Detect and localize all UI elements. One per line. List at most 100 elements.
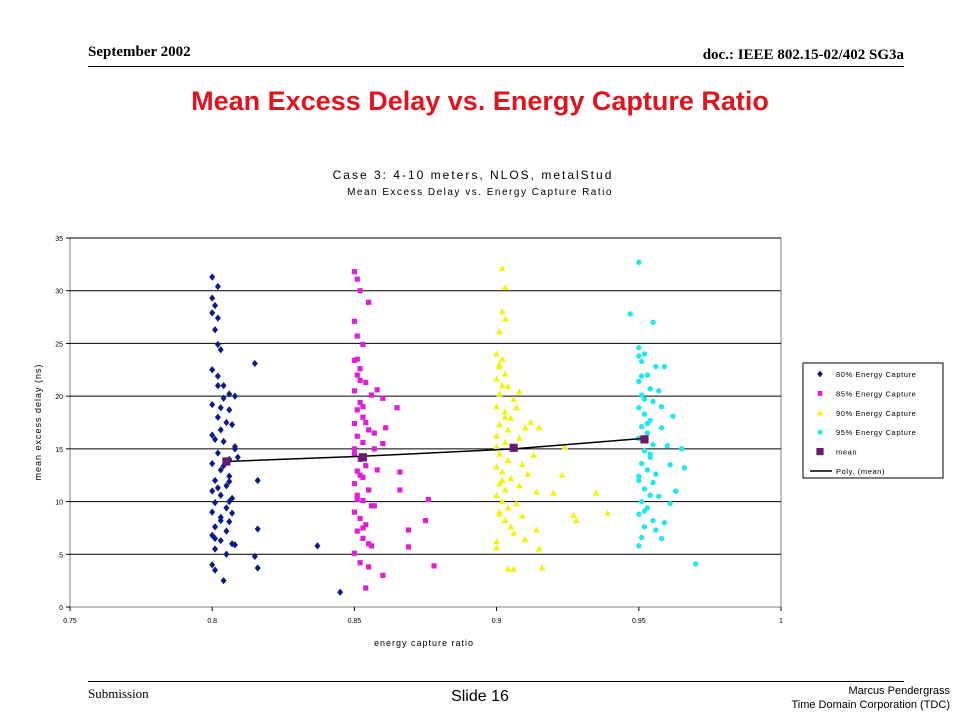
data-point: [214, 413, 221, 421]
data-point: [231, 392, 238, 400]
data-point: [636, 353, 642, 359]
data-point: [636, 378, 642, 385]
mean-point: [358, 453, 368, 462]
y-tick-label: 0: [59, 605, 63, 612]
data-point: [569, 511, 577, 518]
data-point: [501, 413, 509, 420]
grid-lines: [70, 237, 781, 555]
data-point: [644, 372, 651, 378]
data-point: [214, 484, 221, 492]
data-point: [251, 552, 258, 560]
legend-swatch: [816, 409, 824, 416]
data-point: [214, 282, 221, 291]
data-point: [212, 326, 219, 334]
data-point: [380, 395, 386, 401]
data-point: [366, 299, 372, 305]
data-point: [524, 470, 532, 477]
data-point: [510, 565, 518, 572]
data-point: [661, 363, 668, 370]
data-point: [592, 489, 600, 496]
data-point: [354, 333, 360, 339]
data-point: [513, 500, 520, 507]
data-point: [368, 503, 375, 509]
data-point: [212, 476, 219, 485]
y-tick-label: 10: [55, 500, 63, 507]
y-tick-label: 20: [55, 394, 63, 401]
data-point: [217, 536, 224, 545]
data-point: [212, 566, 219, 574]
series-square: [351, 269, 437, 591]
data-point: [226, 518, 233, 526]
data-point: [496, 421, 503, 428]
data-point: [493, 432, 500, 439]
data-point: [518, 461, 526, 468]
data-point: [314, 542, 321, 550]
data-point: [501, 283, 509, 291]
data-point: [530, 451, 537, 458]
series-circle: [627, 259, 699, 567]
data-point: [212, 545, 219, 553]
data-point: [254, 476, 261, 485]
mean-point: [640, 435, 649, 444]
x-axis-ticks: 0.75 0.8 0.85 0.9 0.95 1: [63, 607, 783, 625]
data-point: [647, 492, 653, 498]
data-point: [501, 408, 509, 415]
legend-label: mean: [836, 448, 857, 457]
data-point: [493, 463, 500, 470]
data-point: [496, 450, 503, 457]
data-point: [661, 519, 668, 526]
data-point: [354, 407, 360, 413]
data-point: [638, 392, 645, 398]
data-point: [354, 492, 360, 498]
data-point: [214, 382, 221, 390]
data-point: [212, 499, 219, 507]
data-point: [493, 538, 500, 545]
data-point: [422, 517, 429, 524]
data-point: [351, 509, 357, 515]
data-point: [501, 315, 509, 322]
data-point: [501, 516, 509, 524]
data-point: [405, 544, 412, 550]
data-point: [650, 441, 656, 448]
data-point: [223, 482, 230, 490]
data-point: [515, 388, 523, 395]
data-point: [510, 395, 518, 402]
data-point: [360, 525, 366, 531]
data-point: [653, 363, 659, 370]
data-point: [220, 382, 227, 390]
y-axis-label: mean excess delay (ns): [33, 363, 43, 480]
data-point: [681, 465, 688, 471]
data-point: [223, 527, 230, 535]
data-point: [518, 512, 526, 519]
data-point: [212, 435, 219, 443]
data-point: [251, 359, 258, 368]
data-point: [493, 350, 500, 357]
x-tick-label: 0.8: [207, 618, 217, 625]
data-point: [644, 430, 651, 436]
data-point: [209, 508, 216, 516]
data-point: [538, 564, 546, 571]
data-point: [212, 523, 219, 531]
header-divider: [88, 66, 904, 67]
data-point: [217, 346, 224, 354]
data-point: [212, 301, 219, 310]
data-point: [636, 477, 642, 484]
data-point: [650, 319, 656, 326]
author-org: Time Domain Corporation (TDC): [791, 699, 950, 711]
data-point: [636, 344, 642, 351]
mean-markers: [222, 435, 649, 466]
legend: 80% Energy Capture 85% Energy Capture 90% …: [802, 362, 944, 479]
data-point: [229, 421, 236, 429]
data-point: [493, 443, 500, 450]
data-point: [667, 461, 673, 468]
data-point: [209, 561, 216, 569]
data-point: [380, 440, 386, 447]
legend-swatch: [817, 370, 823, 378]
data-point: [515, 434, 523, 441]
data-point: [507, 523, 515, 530]
data-point: [504, 456, 512, 464]
data-point: [636, 405, 642, 411]
data-point: [368, 392, 375, 398]
data-point: [363, 419, 369, 426]
legend-label: 80% Energy Capture: [836, 370, 916, 379]
